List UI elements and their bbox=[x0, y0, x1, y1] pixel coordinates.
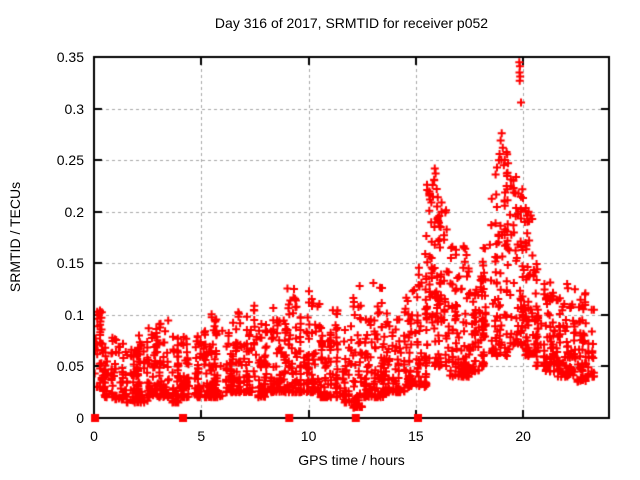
x-tick-label: 5 bbox=[197, 428, 206, 444]
x-tick-label: 0 bbox=[90, 428, 98, 444]
y-tick-label: 0.35 bbox=[56, 49, 84, 65]
y-tick-label: 0 bbox=[76, 410, 84, 426]
chart-title: Day 316 of 2017, SRMTID for receiver p05… bbox=[214, 15, 489, 31]
x-tick-label: 15 bbox=[408, 428, 424, 444]
y-tick-label: 0.3 bbox=[64, 100, 84, 117]
y-tick-label: 0.2 bbox=[64, 203, 84, 220]
y-tick-label: 0.05 bbox=[56, 358, 84, 375]
x-tick-label: 20 bbox=[515, 428, 531, 444]
y-tick-label: 0.25 bbox=[56, 152, 84, 169]
x-axis-title: GPS time / hours bbox=[298, 452, 405, 468]
x-tick-label: 10 bbox=[300, 428, 317, 444]
y-tick-label: 0.1 bbox=[64, 306, 84, 323]
y-tick-label: 0.15 bbox=[56, 255, 84, 272]
